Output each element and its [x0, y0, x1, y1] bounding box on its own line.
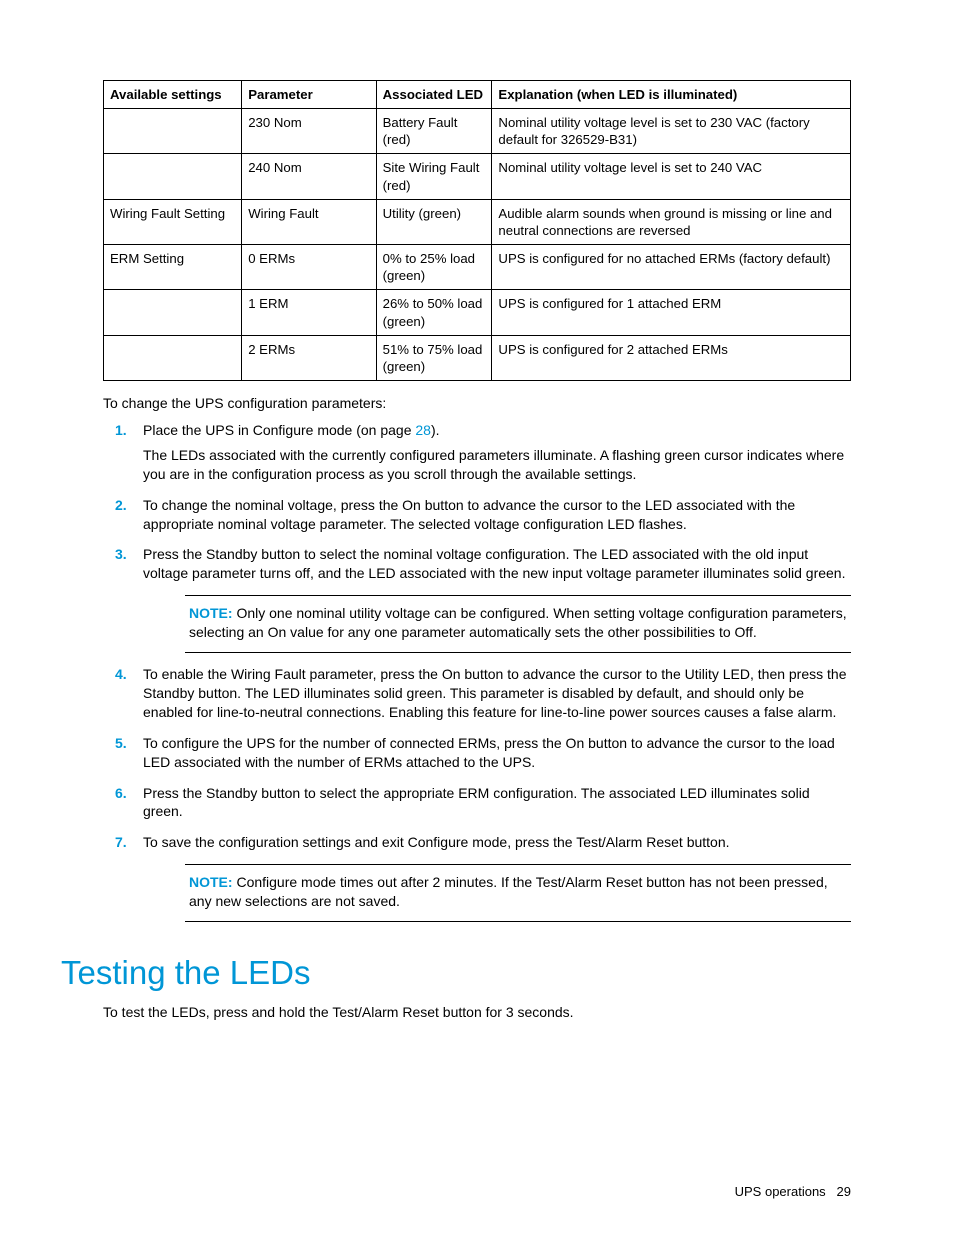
section-body: To test the LEDs, press and hold the Tes…: [103, 1004, 851, 1020]
cell: [104, 109, 242, 154]
list-item: To enable the Wiring Fault parameter, pr…: [103, 665, 851, 722]
table-header: Parameter: [242, 81, 376, 109]
list-item: Press the Standby button to select the n…: [103, 545, 851, 583]
page-link[interactable]: 28: [415, 422, 431, 438]
table-row: 2 ERMs 51% to 75% load (green) UPS is co…: [104, 335, 851, 380]
cell: 1 ERM: [242, 290, 376, 335]
cell: Audible alarm sounds when ground is miss…: [492, 199, 851, 244]
list-item: To save the configuration settings and e…: [103, 833, 851, 852]
steps-list-cont: To enable the Wiring Fault parameter, pr…: [103, 665, 851, 852]
cell: UPS is configured for no attached ERMs (…: [492, 245, 851, 290]
cell: UPS is configured for 2 attached ERMs: [492, 335, 851, 380]
note-text: Only one nominal utility voltage can be …: [189, 605, 847, 640]
table-header: Available settings: [104, 81, 242, 109]
list-item: To change the nominal voltage, press the…: [103, 496, 851, 534]
note-text: Configure mode times out after 2 minutes…: [189, 874, 828, 909]
list-item: To configure the UPS for the number of c…: [103, 734, 851, 772]
cell: Utility (green): [376, 199, 492, 244]
cell: Wiring Fault Setting: [104, 199, 242, 244]
note-label: NOTE:: [189, 874, 233, 890]
section-heading: Testing the LEDs: [61, 954, 851, 992]
footer-label: UPS operations: [735, 1184, 826, 1199]
step-text: Place the UPS in Configure mode (on page: [143, 422, 415, 438]
step-subtext: The LEDs associated with the currently c…: [143, 446, 851, 484]
table-row: Wiring Fault Setting Wiring Fault Utilit…: [104, 199, 851, 244]
table-row: ERM Setting 0 ERMs 0% to 25% load (green…: [104, 245, 851, 290]
cell: Nominal utility voltage level is set to …: [492, 154, 851, 199]
table-row: 240 Nom Site Wiring Fault (red) Nominal …: [104, 154, 851, 199]
table-row: 1 ERM 26% to 50% load (green) UPS is con…: [104, 290, 851, 335]
cell: 230 Nom: [242, 109, 376, 154]
table-header: Explanation (when LED is illuminated): [492, 81, 851, 109]
intro-text: To change the UPS configuration paramete…: [103, 395, 851, 411]
list-item: Place the UPS in Configure mode (on page…: [103, 421, 851, 484]
note-label: NOTE:: [189, 605, 233, 621]
note-box: NOTE: Configure mode times out after 2 m…: [185, 864, 851, 922]
cell: [104, 154, 242, 199]
cell: Site Wiring Fault (red): [376, 154, 492, 199]
steps-list: Place the UPS in Configure mode (on page…: [103, 421, 851, 583]
cell: Nominal utility voltage level is set to …: [492, 109, 851, 154]
settings-table: Available settings Parameter Associated …: [103, 80, 851, 381]
table-header: Associated LED: [376, 81, 492, 109]
footer-page-number: 29: [837, 1184, 851, 1199]
cell: Battery Fault (red): [376, 109, 492, 154]
cell: ERM Setting: [104, 245, 242, 290]
cell: 0% to 25% load (green): [376, 245, 492, 290]
cell: [104, 290, 242, 335]
note-box: NOTE: Only one nominal utility voltage c…: [185, 595, 851, 653]
cell: 26% to 50% load (green): [376, 290, 492, 335]
step-text: ).: [431, 422, 440, 438]
list-item: Press the Standby button to select the a…: [103, 784, 851, 822]
page-footer: UPS operations 29: [735, 1184, 851, 1199]
cell: 2 ERMs: [242, 335, 376, 380]
cell: 0 ERMs: [242, 245, 376, 290]
cell: 51% to 75% load (green): [376, 335, 492, 380]
cell: Wiring Fault: [242, 199, 376, 244]
table-row: 230 Nom Battery Fault (red) Nominal util…: [104, 109, 851, 154]
cell: UPS is configured for 1 attached ERM: [492, 290, 851, 335]
cell: 240 Nom: [242, 154, 376, 199]
cell: [104, 335, 242, 380]
